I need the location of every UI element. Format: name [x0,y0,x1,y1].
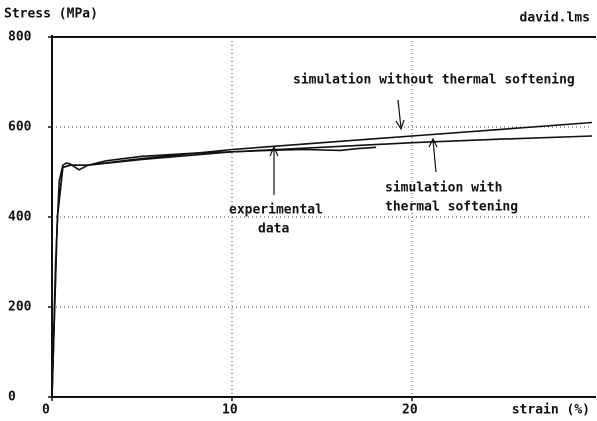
annotation: simulation without thermal softening [293,73,575,88]
line-series [51,121,593,398]
annotation: thermal softening [385,200,518,215]
line-series [51,146,377,398]
annotation-arrow [432,139,437,173]
x-tick-label: 0 [42,403,50,418]
annotation: simulation with [385,181,502,196]
annotation-arrow [397,99,402,129]
annotation: experimental [229,203,323,218]
line-series [51,135,593,398]
chart-title: Stress (MPa) [4,7,98,22]
x-tick-label: 10 [222,403,238,418]
y-tick-label: 400 [8,210,32,225]
y-tick-label: 200 [8,300,32,315]
annotation-arrow-head [395,119,405,131]
x-tick-label: 20 [402,403,418,418]
chart-subtitle: david.lms [520,11,590,26]
axes [51,35,596,398]
annotation: data [258,222,289,237]
y-tick-label: 800 [8,30,32,45]
x-axis-label: strain (%) [512,403,590,418]
annotation-arrow-head [428,137,438,148]
y-tick-label: 0 [8,390,16,405]
y-tick-label: 600 [8,120,32,135]
